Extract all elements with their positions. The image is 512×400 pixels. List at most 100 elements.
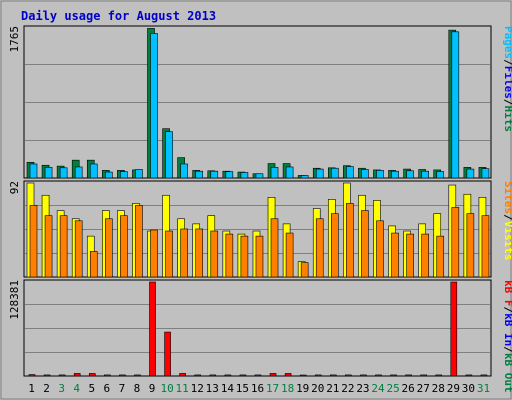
bar-kb-f-day-undefined: [179, 373, 186, 377]
x-tick-label: 27: [417, 382, 430, 395]
bar-sites-day-undefined: [44, 215, 53, 278]
bar-kb-f-day-undefined: [465, 374, 473, 377]
bar-sites-day-undefined: [105, 218, 113, 278]
x-tick-label: 22: [341, 382, 354, 395]
panel-frames: [23, 25, 492, 377]
legend-entry: /: [502, 59, 512, 66]
x-tick-label: 26: [402, 382, 415, 395]
bar-sites-day-undefined: [195, 228, 204, 278]
x-tick-label: 10: [160, 382, 173, 395]
legend-entry: kB F: [502, 280, 512, 307]
bar-sites-day-undefined: [180, 228, 188, 278]
bar-kb-f-day-undefined: [149, 281, 156, 377]
x-tick-label: 31: [477, 382, 490, 395]
bar-files-day-24: [376, 170, 384, 179]
bar-files-day-30: [466, 168, 475, 179]
panel-2-ymax-label: 92: [8, 181, 21, 194]
bar-sites-day-undefined: [165, 230, 173, 278]
bar-sites-day-undefined: [481, 215, 490, 278]
x-tick-label: 7: [119, 382, 126, 395]
bar-files-day-15: [240, 172, 249, 179]
legend-entry: /: [502, 307, 512, 314]
legend-entry: Sites: [502, 181, 512, 214]
bar-kb-f-day-undefined: [450, 281, 458, 377]
legend-entry: kB In: [502, 313, 512, 346]
bar-files-day-10: [165, 131, 173, 179]
chart-title: Daily usage for August 2013: [21, 9, 216, 23]
bar-kb-f-day-undefined: [284, 373, 292, 377]
bar-kb-f-day-undefined: [254, 374, 262, 377]
bar-files-day-11: [180, 163, 188, 179]
legend-entry: Files: [502, 66, 512, 99]
bar-sites-day-undefined: [346, 203, 354, 278]
x-tick-label: 5: [88, 382, 95, 395]
bar-kb-f-day-undefined: [119, 374, 126, 377]
bar-kb-f-day-undefined: [269, 373, 277, 377]
x-tick-label: 25: [386, 382, 399, 395]
bar-files-day-29: [451, 31, 460, 179]
x-tick-label: 2: [43, 382, 50, 395]
bar-files-day-12: [195, 170, 204, 179]
bar-sites-day-undefined: [240, 235, 249, 278]
bar-files-day-21: [330, 167, 339, 179]
bar-sites-day-undefined: [285, 232, 294, 278]
bar-kb-f-day-undefined: [375, 374, 382, 377]
bar-sites-day-undefined: [421, 233, 429, 278]
panel-2-legend: Sites/Visits: [502, 181, 512, 261]
x-tick-label: 9: [149, 382, 156, 395]
bar-files-day-6: [105, 171, 113, 179]
bar-kb-f-day-undefined: [73, 373, 81, 377]
x-tick-label: 17: [266, 382, 279, 395]
bar-files-day-7: [120, 171, 128, 179]
bar-kb-f-day-undefined: [28, 374, 36, 377]
bar-sites-day-undefined: [120, 215, 128, 278]
x-tick-label: 28: [432, 382, 445, 395]
bar-files-day-25: [391, 170, 399, 179]
bar-sites-day-undefined: [330, 213, 339, 278]
bar-sites-day-undefined: [466, 213, 475, 278]
bar-kb-f-day-undefined: [314, 374, 322, 377]
bar-files-day-27: [421, 170, 429, 179]
x-tick-label: 8: [134, 382, 141, 395]
bar-kb-f-day-undefined: [194, 374, 202, 377]
bar-files-day-28: [436, 171, 445, 179]
bar-files-day-17: [270, 167, 279, 179]
legend-entry: /: [502, 346, 512, 353]
bar-kb-f-day-undefined: [299, 374, 307, 377]
bar-sites-day-undefined: [436, 235, 445, 278]
bar-sites-day-undefined: [29, 205, 38, 278]
x-tick-label: 30: [462, 382, 475, 395]
bar-kb-f-day-undefined: [104, 374, 111, 377]
bar-kb-f-day-undefined: [329, 374, 337, 377]
x-tick-label: 11: [176, 382, 189, 395]
panel-1-legend: Pages/Files/Hits: [502, 26, 512, 132]
x-tick-label: 15: [236, 382, 249, 395]
bar-sites-day-undefined: [451, 207, 460, 278]
x-tick-label: 13: [206, 382, 219, 395]
panel-1-ymax-label: 1765: [8, 26, 21, 53]
bar-kb-f-day-undefined: [405, 374, 412, 377]
x-tick-label: 1: [28, 382, 35, 395]
x-tick-label: 24: [371, 382, 385, 395]
bar-files-day-23: [361, 169, 369, 179]
bar-kb-f-day-undefined: [164, 331, 171, 377]
bar-sites-day-undefined: [135, 205, 143, 278]
x-tick-label: 23: [356, 382, 369, 395]
bar-sites-day-undefined: [300, 262, 309, 278]
bar-files-day-22: [346, 166, 354, 179]
bar-sites-day-undefined: [376, 220, 384, 278]
x-tick-label: 19: [296, 382, 309, 395]
bar-files-day-20: [315, 168, 324, 179]
bar-kb-f-day-undefined: [390, 374, 397, 377]
bar-sites-day-undefined: [210, 230, 219, 278]
x-tick-label: 14: [221, 382, 235, 395]
bar-sites-day-undefined: [315, 218, 324, 278]
chart-marks: 1765Pages/Files/Hits92Sites/Visits128381…: [8, 26, 512, 395]
bar-files-day-26: [406, 170, 414, 179]
x-tick-label: 3: [58, 382, 65, 395]
legend-entry: Visits: [502, 221, 512, 261]
bar-kb-f-day-undefined: [209, 374, 217, 377]
x-tick-label: 29: [447, 382, 460, 395]
